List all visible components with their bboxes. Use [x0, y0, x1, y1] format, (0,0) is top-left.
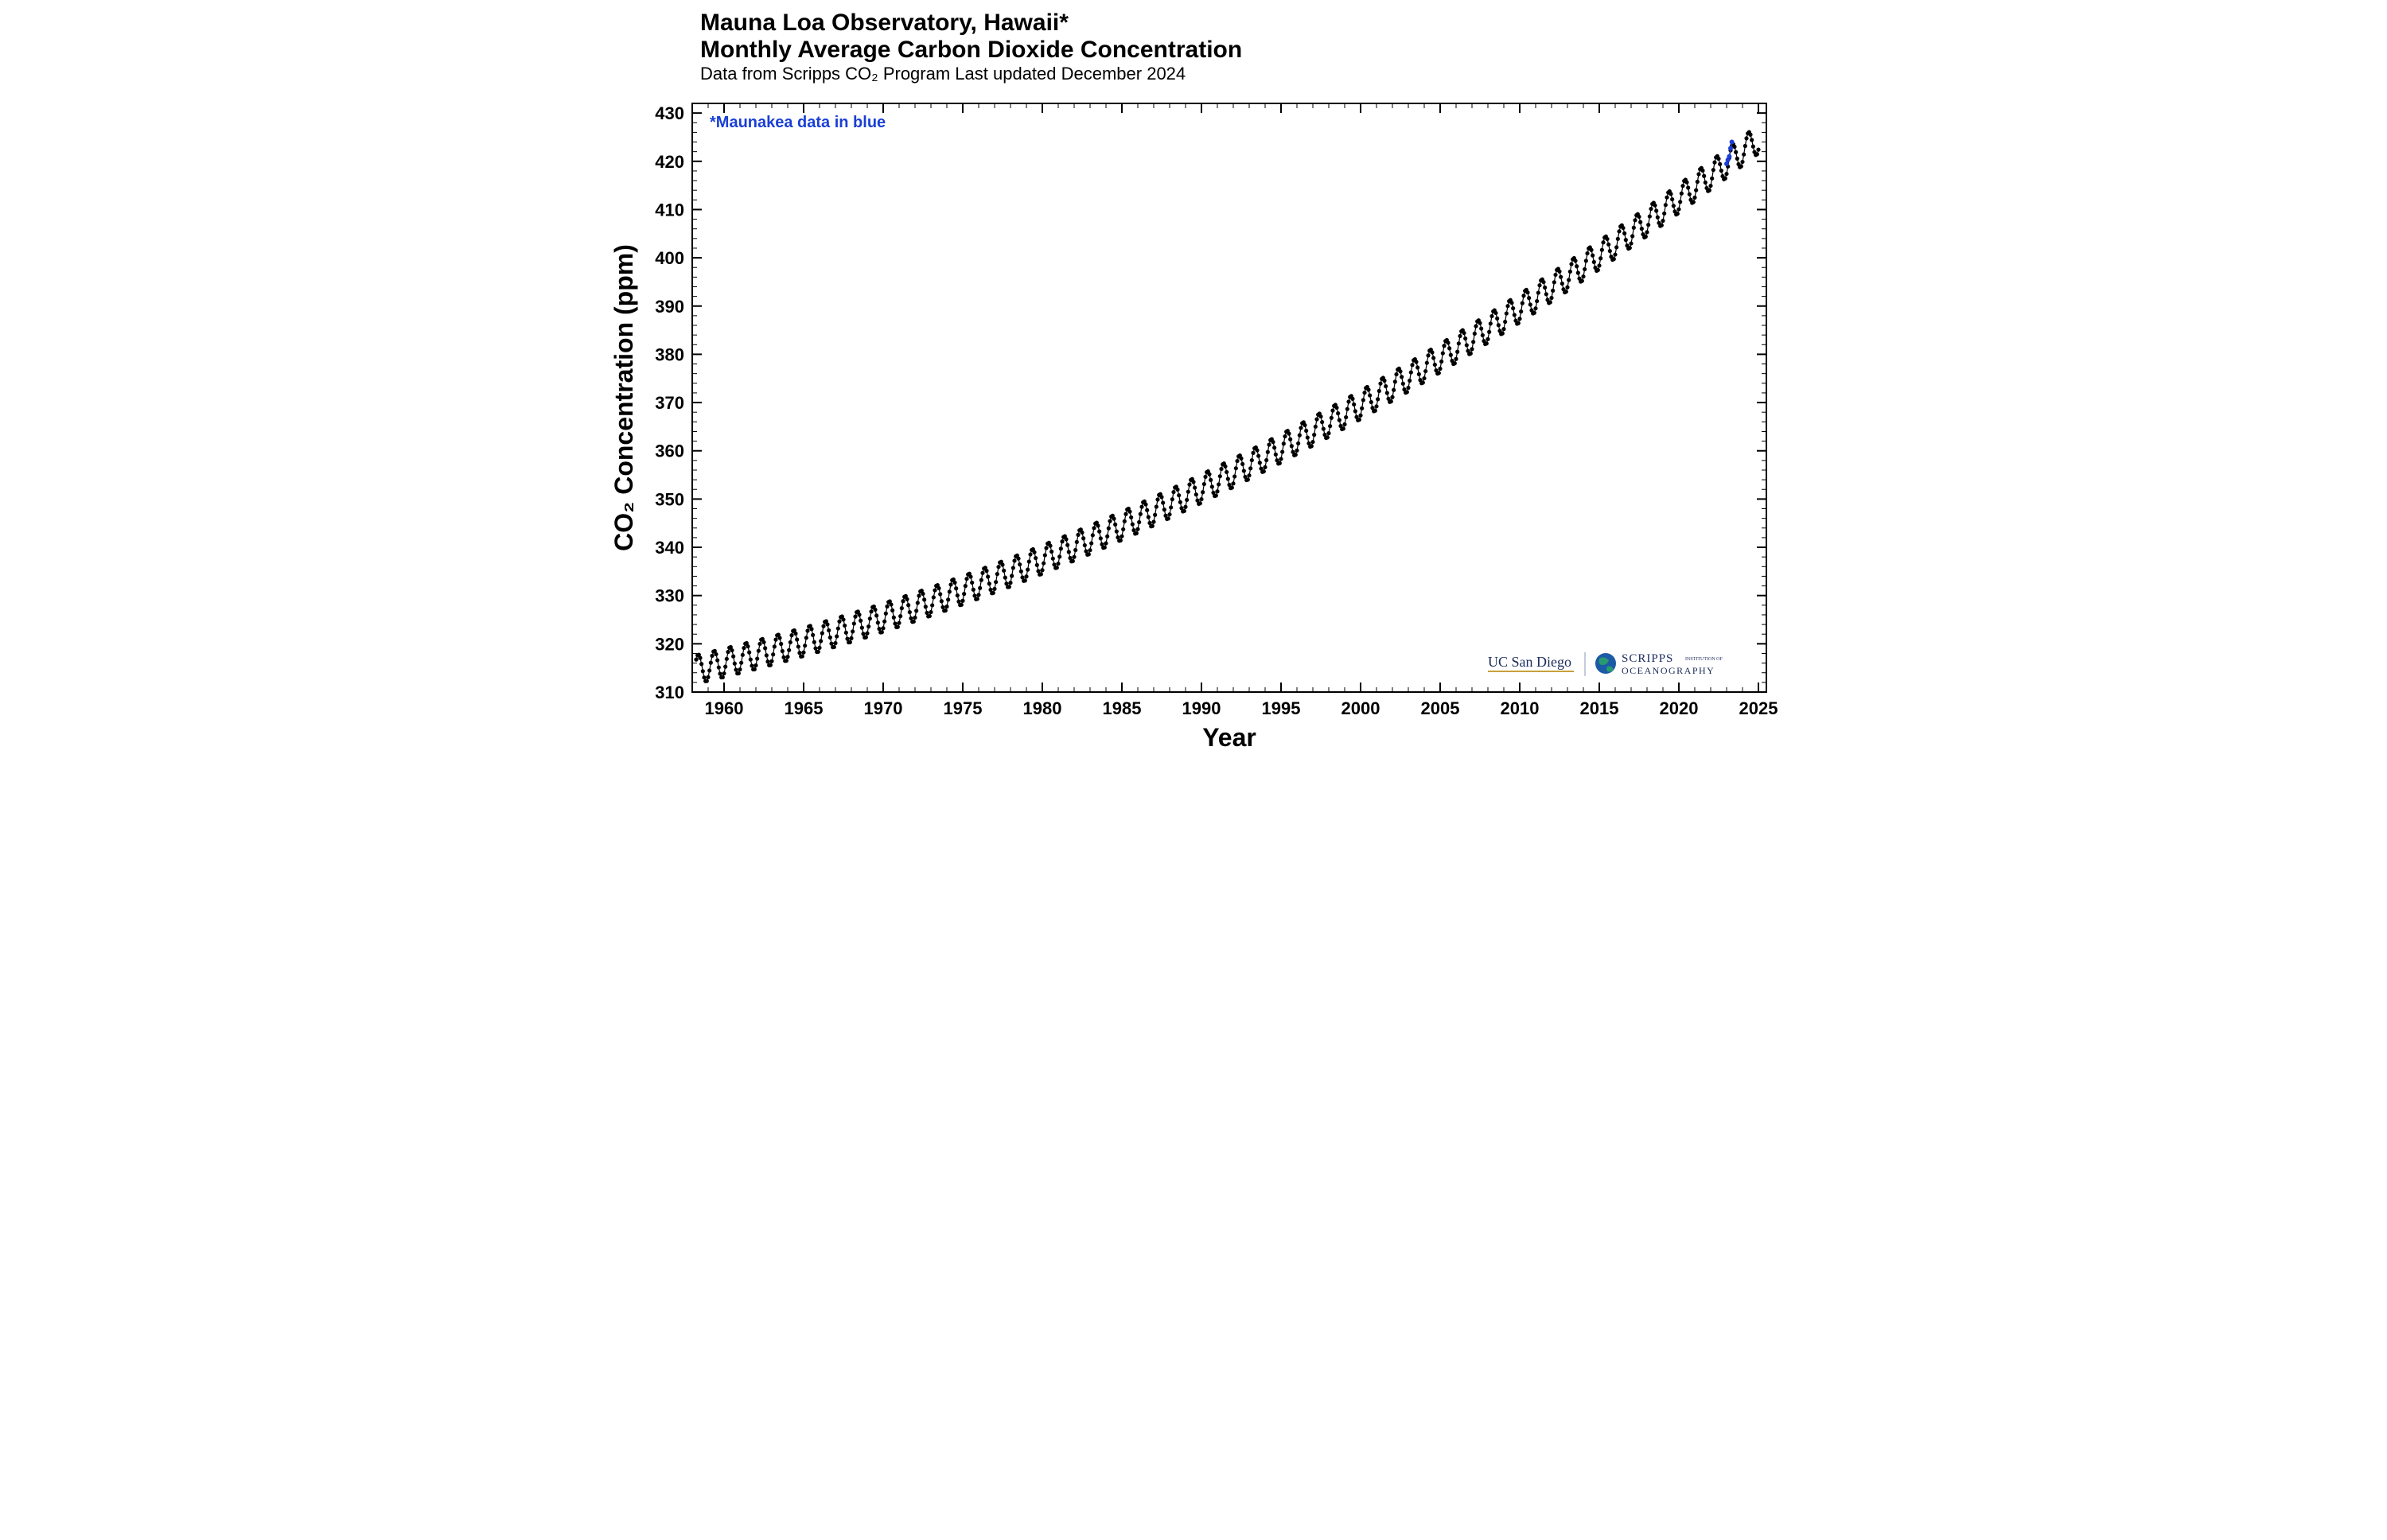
x-axis-label: Year	[1202, 723, 1256, 752]
x-tick-label: 2005	[1421, 698, 1460, 718]
attribution-scripps-top: SCRIPPS	[1622, 652, 1673, 665]
y-tick-label: 310	[655, 682, 684, 702]
maunakea-note: *Maunakea data in blue	[710, 114, 886, 131]
x-tick-label: 1965	[785, 698, 824, 718]
y-tick-label: 400	[655, 248, 684, 268]
y-tick-label: 320	[655, 634, 684, 654]
chart-subtitle: Data from Scripps CO₂ Program Last updat…	[700, 64, 1186, 84]
plot-frame	[692, 103, 1766, 692]
scripps-globe-icon	[1595, 653, 1616, 674]
y-tick-label: 410	[655, 200, 684, 220]
attribution-scripps-small: INSTITUTION OF	[1685, 657, 1723, 662]
y-tick-label: 350	[655, 489, 684, 509]
y-tick-label: 430	[655, 103, 684, 123]
attribution-ucsd: UC San Diego	[1488, 654, 1571, 670]
x-tick-label: 1985	[1103, 698, 1142, 718]
y-tick-label: 360	[655, 441, 684, 461]
x-tick-label: 1960	[705, 698, 744, 718]
x-tick-label: 2025	[1739, 698, 1778, 718]
chart-svg: Mauna Loa Observatory, Hawaii*Monthly Av…	[597, 0, 1790, 770]
chart-title-line1: Mauna Loa Observatory, Hawaii*	[700, 10, 1069, 36]
co2-chart: Mauna Loa Observatory, Hawaii*Monthly Av…	[597, 0, 1790, 770]
x-tick-label: 1995	[1262, 698, 1301, 718]
y-tick-label: 390	[655, 297, 684, 317]
chart-titles: Mauna Loa Observatory, Hawaii*Monthly Av…	[700, 10, 1242, 84]
series-maunakea	[1724, 140, 1735, 166]
y-tick-label: 420	[655, 152, 684, 172]
y-tick-label: 380	[655, 344, 684, 364]
chart-title-line2: Monthly Average Carbon Dioxide Concentra…	[700, 37, 1242, 63]
x-tick-label: 2000	[1341, 698, 1380, 718]
x-tick-label: 1970	[864, 698, 903, 718]
y-tick-label: 330	[655, 586, 684, 606]
y-tick-label: 340	[655, 538, 684, 558]
x-tick-label: 2010	[1501, 698, 1540, 718]
y-axis-label: CO₂ Concentration (ppm)	[609, 244, 638, 551]
attribution-scripps-bottom: OCEANOGRAPHY	[1622, 665, 1715, 676]
x-tick-label: 2020	[1660, 698, 1699, 718]
x-tick-label: 2015	[1580, 698, 1619, 718]
attribution: UC San Diego SCRIPPS INSTITUTION OF OCEANOG…	[1488, 652, 1723, 676]
x-tick-label: 1990	[1182, 698, 1221, 718]
series-mauna-loa	[694, 130, 1760, 682]
x-tick-label: 1975	[944, 698, 983, 718]
x-tick-label: 1980	[1023, 698, 1062, 718]
y-tick-label: 370	[655, 393, 684, 413]
